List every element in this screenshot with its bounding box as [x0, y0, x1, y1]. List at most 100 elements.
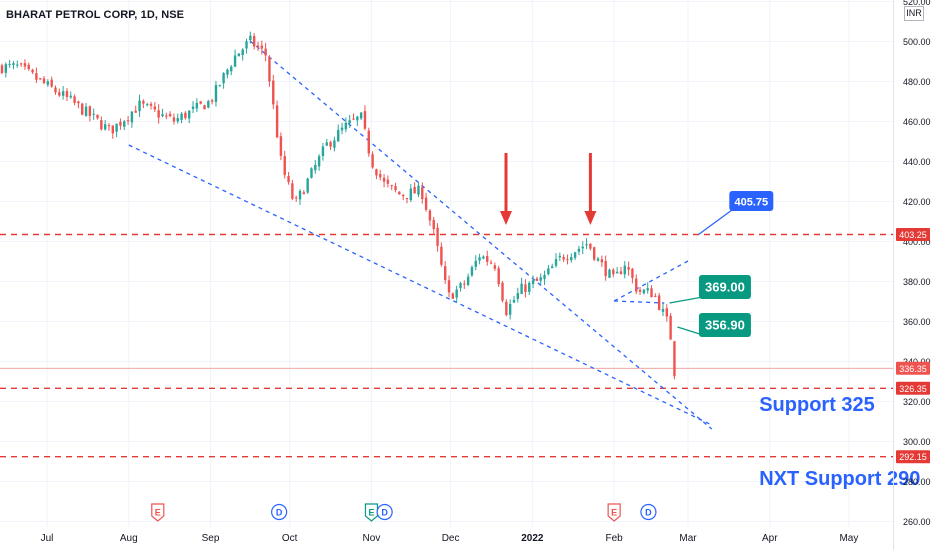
candle-body — [596, 258, 600, 261]
candle-body — [608, 269, 611, 278]
candle-body — [298, 190, 302, 200]
candle-body — [501, 282, 504, 301]
candle-body — [627, 267, 630, 270]
candle-body — [210, 100, 214, 102]
candle-body — [359, 112, 363, 119]
last-price-tag[interactable] — [896, 361, 930, 375]
callout-label: 369.00 — [705, 280, 745, 295]
candle-body — [61, 91, 65, 96]
candle-body — [302, 192, 306, 195]
candle-body — [145, 104, 149, 106]
down-arrow-head — [499, 211, 512, 225]
trendline[interactable] — [614, 300, 665, 304]
currency-badge[interactable]: INR — [904, 6, 924, 21]
candle-body — [138, 100, 141, 112]
trendline[interactable] — [128, 144, 713, 426]
candle-body — [577, 248, 581, 252]
earnings-marker[interactable] — [607, 503, 621, 522]
candle-body — [165, 115, 168, 117]
callout-box[interactable] — [729, 191, 774, 211]
candle-body — [432, 219, 435, 229]
earnings-marker[interactable] — [151, 503, 165, 522]
candle-body — [134, 110, 137, 113]
candle-body — [550, 266, 554, 269]
price-tick-label: 420.00 — [903, 197, 931, 207]
candle-body — [317, 156, 321, 167]
event-letter: D — [381, 508, 388, 518]
callout-box[interactable] — [698, 313, 751, 337]
candle-body — [535, 278, 539, 281]
candle-body — [447, 280, 451, 293]
candle-body — [35, 73, 38, 80]
grid — [0, 0, 893, 527]
candle-body — [665, 308, 669, 317]
candle-body — [31, 69, 34, 73]
candle-body — [249, 35, 252, 41]
candle-body — [340, 127, 344, 131]
candle-body — [409, 188, 413, 201]
support-annotation[interactable]: Support 325 — [759, 394, 875, 416]
candle-body — [153, 106, 157, 110]
candle-body — [497, 268, 500, 285]
candle-body — [92, 113, 95, 115]
candle-body — [661, 308, 665, 312]
candle-body — [585, 244, 588, 246]
candle-body — [367, 130, 370, 154]
dividend-marker[interactable] — [640, 503, 657, 521]
price-axis: 260.00280.00300.00320.00340.00360.00380.… — [903, 0, 931, 527]
dividend-marker[interactable] — [271, 503, 288, 521]
candle-body — [23, 63, 27, 67]
price-tick-label: 440.00 — [903, 157, 931, 167]
time-tick-label: 2022 — [521, 533, 544, 544]
candle-body — [348, 120, 351, 124]
candle-body — [440, 246, 443, 265]
candle-body — [390, 185, 393, 187]
callout-label: 356.90 — [705, 318, 745, 333]
candle-body — [539, 277, 542, 281]
trendline[interactable] — [613, 260, 689, 302]
candle-body — [531, 280, 535, 285]
candle-body — [635, 278, 638, 292]
candle-body — [325, 142, 328, 146]
time-tick-label: Aug — [120, 533, 138, 544]
level-price-text: 326.35 — [899, 384, 927, 394]
time-tick-label: Apr — [762, 533, 778, 544]
callout-pointer — [677, 326, 704, 336]
candle-body — [81, 103, 84, 115]
candle-body — [386, 179, 390, 184]
candle-body — [168, 114, 172, 117]
callout-pointer — [669, 296, 704, 304]
candle-body — [188, 110, 191, 119]
candle-body — [180, 113, 183, 120]
price-axis-labels: 403.25 326.35 292.15 336.35 — [896, 228, 930, 464]
time-tick-label: Dec — [442, 533, 460, 544]
candle-body — [615, 271, 619, 274]
callouts: 405.75 369.00 356.90 — [669, 191, 774, 337]
candle-body — [466, 276, 470, 285]
candle-body — [157, 110, 160, 118]
candle-body — [356, 116, 359, 121]
candle-body — [436, 227, 439, 246]
level-price-text: 403.25 — [899, 230, 927, 240]
level-price-tag[interactable] — [896, 228, 930, 241]
candle-body — [623, 265, 626, 275]
candle-body — [570, 256, 573, 261]
level-price-tag[interactable] — [896, 381, 930, 395]
candle-body — [287, 176, 290, 183]
callout-box[interactable] — [698, 275, 751, 299]
candle-body — [84, 106, 88, 116]
candle-body — [272, 80, 275, 105]
candle-body — [459, 283, 462, 289]
down-arrow-head — [584, 211, 597, 225]
earnings-marker[interactable] — [364, 503, 379, 522]
support-annotation[interactable]: NXT Support 290 — [759, 468, 920, 490]
candle-body — [107, 125, 111, 127]
level-price-tag[interactable] — [896, 450, 930, 464]
candle-body — [184, 112, 187, 119]
dividend-marker[interactable] — [376, 503, 393, 521]
candle-body — [489, 262, 493, 264]
candle-body — [12, 63, 15, 65]
candle-body — [50, 79, 53, 87]
